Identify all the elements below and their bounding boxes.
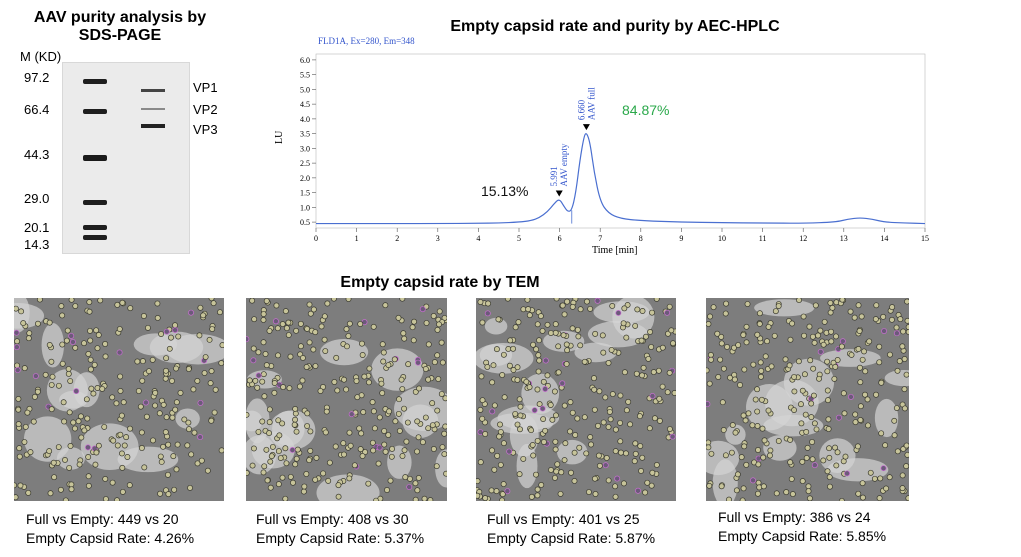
sds-title-line2: SDS-PAGE bbox=[78, 27, 162, 44]
marker-label-20: 20.1 bbox=[24, 220, 50, 235]
y-tick-label: 3.0 bbox=[300, 144, 310, 153]
y-tick-label: 6.0 bbox=[300, 56, 310, 65]
marker-band-20 bbox=[83, 225, 107, 230]
y-tick-label: 2.0 bbox=[300, 174, 310, 183]
marker-label-66: 66.4 bbox=[24, 102, 50, 117]
peak1-marker bbox=[555, 190, 563, 197]
tem-counts-1: Full vs Empty: 449 vs 20 bbox=[26, 511, 179, 527]
hplc-title: Empty capsid rate and purity by AEC-HPLC bbox=[450, 18, 780, 35]
hplc-xlabel: Time [min] bbox=[592, 245, 637, 256]
sds-title-line1: AAV purity analysis by bbox=[33, 9, 207, 26]
marker-label-44: 44.3 bbox=[24, 147, 50, 162]
hplc-axis-ticks: 0 1 2 3 4 5 6 7 8 9 10 11 12 13 14 150.51.01.52.02.53.0… bbox=[300, 56, 929, 243]
y-tick-label: 4.0 bbox=[300, 115, 310, 124]
x-tick-label: 12 bbox=[799, 234, 807, 243]
y-tick-label: 1.5 bbox=[300, 189, 310, 198]
sample-band-vp3 bbox=[141, 124, 165, 128]
peak1-percent: 15.13% bbox=[481, 183, 529, 199]
tem-title: Empty capsid rate by TEM bbox=[340, 274, 540, 291]
tem-counts-2: Full vs Empty: 408 vs 30 bbox=[256, 511, 409, 527]
peak2-marker bbox=[582, 124, 590, 131]
tem-caption-4: Full vs Empty: 386 vs 24 Empty Capsid Ra… bbox=[718, 508, 886, 546]
marker-band-66 bbox=[83, 109, 107, 114]
marker-band-97 bbox=[83, 79, 107, 84]
tem-rate-2: Empty Capsid Rate: 5.37% bbox=[256, 530, 425, 546]
tem-counts-3: Full vs Empty: 401 vs 25 bbox=[487, 511, 640, 527]
x-tick-label: 10 bbox=[718, 234, 726, 243]
gel-image bbox=[62, 62, 190, 254]
y-tick-label: 4.5 bbox=[300, 100, 310, 109]
tem-image-1 bbox=[14, 298, 224, 501]
sample-band-vp1 bbox=[141, 89, 165, 92]
sds-axis-label: M (KD) bbox=[20, 49, 62, 64]
band-label-vp2: VP2 bbox=[193, 102, 218, 117]
x-tick-label: 15 bbox=[921, 234, 929, 243]
peak1-name-label: AAV empty bbox=[559, 143, 569, 186]
x-tick-label: 3 bbox=[436, 234, 440, 243]
x-tick-label: 11 bbox=[759, 234, 767, 243]
y-tick-label: 5.5 bbox=[300, 71, 310, 80]
x-tick-label: 13 bbox=[840, 234, 848, 243]
tem-rate-3: Empty Capsid Rate: 5.87% bbox=[487, 530, 656, 546]
tem-counts-4: Full vs Empty: 386 vs 24 bbox=[718, 509, 871, 525]
marker-label-29: 29.0 bbox=[24, 191, 50, 206]
tem-caption-3: Full vs Empty: 401 vs 25 Empty Capsid Ra… bbox=[487, 510, 655, 548]
tem-image-3 bbox=[476, 298, 676, 501]
hplc-trace bbox=[315, 133, 926, 225]
x-tick-label: 9 bbox=[679, 234, 683, 243]
sample-band-vp2 bbox=[141, 108, 165, 110]
tem-image-2 bbox=[246, 298, 447, 501]
tem-image-4 bbox=[706, 298, 909, 501]
band-label-vp3: VP3 bbox=[193, 122, 218, 137]
y-tick-label: 5.0 bbox=[300, 85, 310, 94]
tem-rate-1: Empty Capsid Rate: 4.26% bbox=[26, 530, 195, 546]
hplc-header: FLD1A, Ex=280, Em=348 bbox=[318, 36, 415, 46]
peak1-time-label: 5.991 bbox=[549, 166, 559, 186]
hplc-ylabel: LU bbox=[274, 130, 285, 144]
x-tick-label: 0 bbox=[314, 234, 318, 243]
x-tick-label: 1 bbox=[355, 234, 359, 243]
x-tick-label: 6 bbox=[558, 234, 562, 243]
marker-label-97: 97.2 bbox=[24, 70, 50, 85]
x-tick-label: 4 bbox=[476, 234, 480, 243]
x-tick-label: 2 bbox=[395, 234, 399, 243]
peak2-percent: 84.87% bbox=[622, 102, 670, 118]
y-tick-label: 3.5 bbox=[300, 130, 310, 139]
y-tick-label: 0.5 bbox=[300, 218, 310, 227]
x-tick-label: 5 bbox=[517, 234, 521, 243]
y-tick-label: 2.5 bbox=[300, 159, 310, 168]
band-label-vp1: VP1 bbox=[193, 80, 218, 95]
marker-band-14 bbox=[83, 235, 107, 240]
tem-rate-4: Empty Capsid Rate: 5.85% bbox=[718, 528, 887, 544]
peak2-name-label: AAV full bbox=[586, 87, 596, 120]
marker-band-44 bbox=[83, 155, 107, 161]
tem-caption-2: Full vs Empty: 408 vs 30 Empty Capsid Ra… bbox=[256, 510, 424, 548]
peak2-time-label: 6.660 bbox=[576, 99, 586, 120]
marker-band-29 bbox=[83, 200, 107, 205]
tem-caption-1: Full vs Empty: 449 vs 20 Empty Capsid Ra… bbox=[26, 510, 194, 548]
x-tick-label: 7 bbox=[598, 234, 602, 243]
marker-label-14: 14.3 bbox=[24, 237, 50, 252]
hplc-plot-frame bbox=[315, 53, 926, 229]
x-tick-label: 14 bbox=[880, 234, 888, 243]
y-tick-label: 1.0 bbox=[300, 203, 310, 212]
sds-title: AAV purity analysis by SDS-PAGE bbox=[20, 9, 220, 45]
x-tick-label: 8 bbox=[639, 234, 643, 243]
